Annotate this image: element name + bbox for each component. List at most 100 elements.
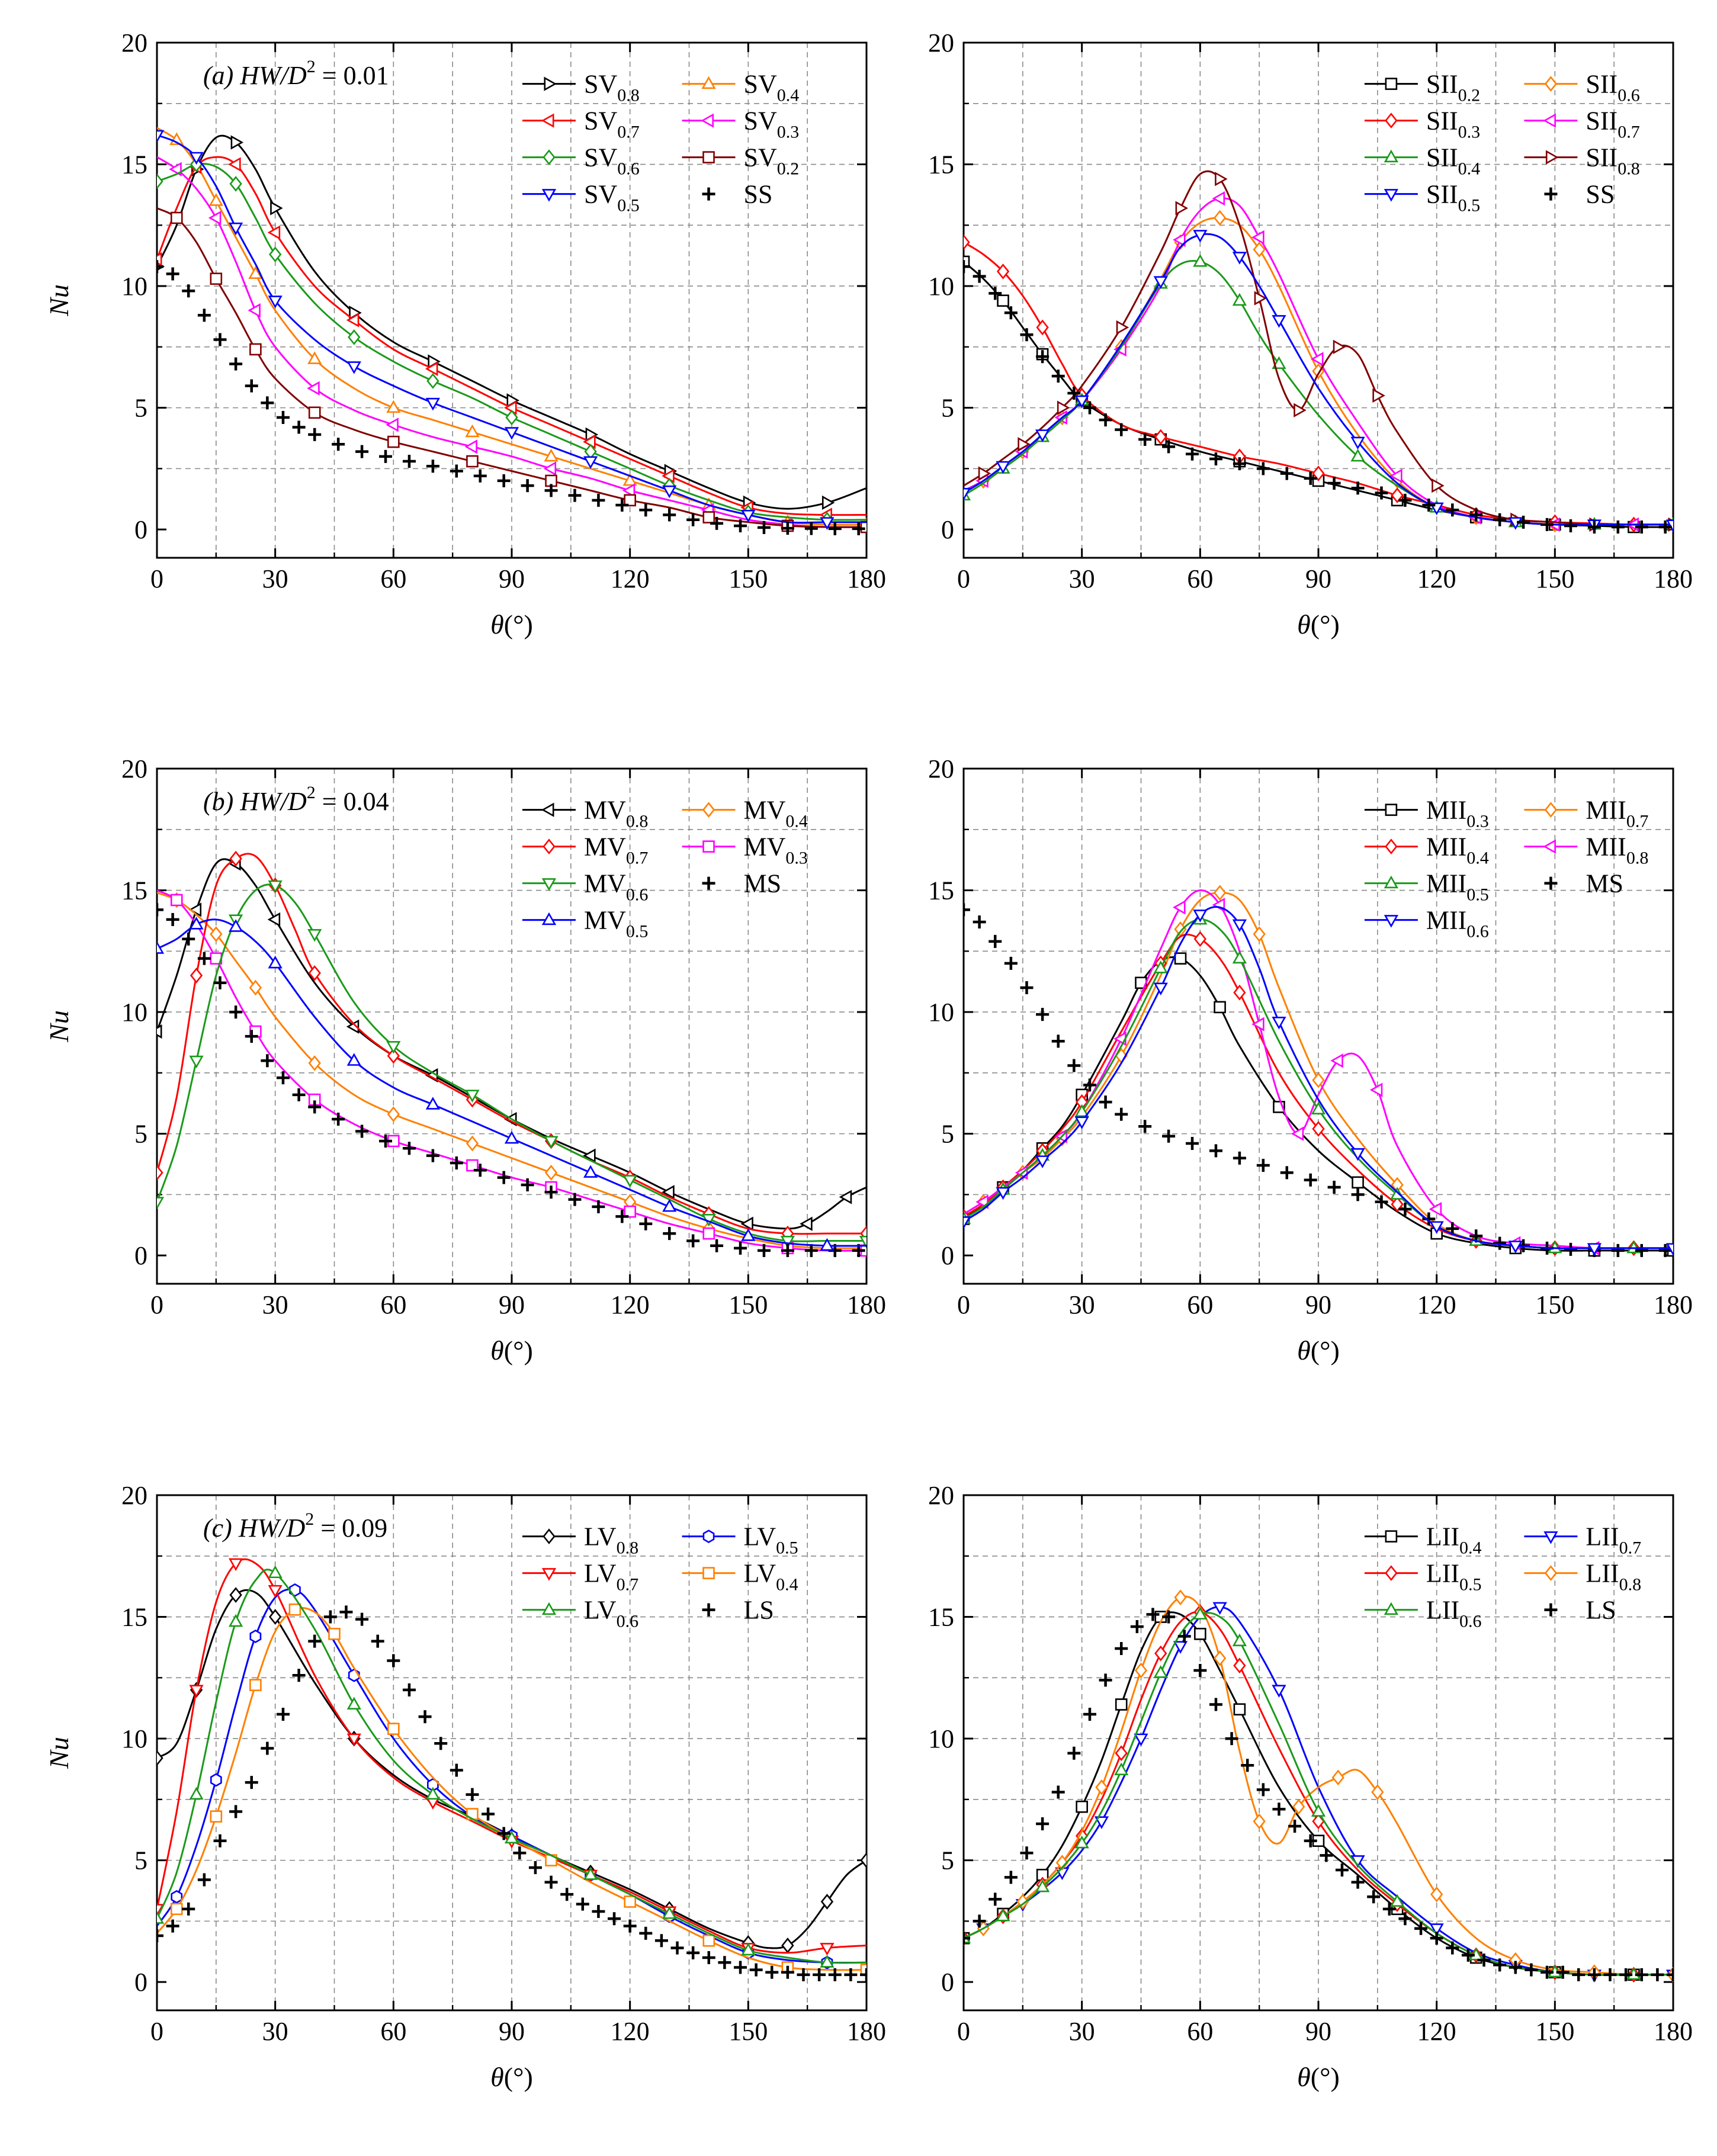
data-point — [592, 1200, 605, 1213]
data-point — [249, 979, 262, 996]
data-point — [269, 1609, 282, 1625]
data-point — [189, 917, 204, 930]
legend-label: MV0.7 — [584, 833, 648, 868]
data-point — [387, 1654, 400, 1667]
legend-item: SII0.4 — [1364, 143, 1480, 179]
series-LS — [964, 1608, 1673, 1981]
legend-label: SII0.3 — [1426, 107, 1480, 142]
data-point — [1099, 1673, 1112, 1687]
y-tick-label: 5 — [941, 1846, 954, 1875]
data-point — [267, 225, 281, 240]
legend-name: SII — [1426, 107, 1458, 136]
series-SII0.4 — [964, 253, 1673, 530]
legend-item: SII0.3 — [1364, 107, 1480, 142]
data-point — [734, 1961, 747, 1974]
legend-name: MS — [744, 869, 782, 898]
series-LII0.6 — [964, 1606, 1673, 1980]
data-point — [1430, 1886, 1443, 1903]
x-tick-label: 150 — [1535, 564, 1574, 593]
data-point — [229, 1587, 242, 1603]
data-point — [497, 474, 511, 487]
x-tick-label: 90 — [1305, 1290, 1331, 1319]
data-point — [1115, 1107, 1128, 1121]
data-point — [1057, 400, 1070, 415]
y-tick-label: 20 — [928, 754, 954, 783]
legend-item: MV0.7 — [522, 833, 648, 868]
data-point — [473, 1164, 487, 1177]
x-axis-label: θ(°) — [490, 1335, 533, 1365]
data-point — [1233, 457, 1246, 471]
data-point — [702, 1951, 715, 1965]
legend-name: MII — [1586, 833, 1626, 862]
data-point — [1099, 1095, 1112, 1109]
data-point — [1371, 1784, 1384, 1800]
data-point — [639, 503, 653, 517]
legend-item: MII0.7 — [1524, 796, 1648, 831]
legend-marker — [541, 802, 554, 817]
data-point — [386, 400, 401, 413]
data-point — [741, 509, 756, 523]
annotation-lhs: HW/D — [239, 61, 307, 90]
data-point — [521, 479, 534, 493]
data-point — [544, 448, 559, 462]
data-point — [1186, 447, 1199, 461]
data-point — [1036, 319, 1049, 336]
x-tick-label: 120 — [611, 2017, 650, 2046]
x-axis-label-symbol: θ — [1297, 2062, 1311, 2092]
data-point — [804, 1244, 818, 1257]
data-point — [268, 955, 283, 969]
data-point — [308, 428, 322, 441]
legend-label: LII0.8 — [1586, 1559, 1641, 1595]
legend-marker — [1384, 875, 1398, 889]
data-point — [765, 1965, 779, 1979]
legend-item: SV0.7 — [522, 107, 640, 142]
data-point — [1214, 1001, 1226, 1014]
legend-name: SII — [1586, 70, 1617, 99]
data-point — [1115, 1698, 1128, 1711]
data-point — [208, 193, 223, 206]
data-point — [804, 522, 818, 535]
data-point — [1311, 1101, 1326, 1115]
legend-subscript: 0.5 — [1458, 196, 1481, 216]
legend-subscript: 0.2 — [777, 159, 800, 179]
data-point — [1525, 1963, 1538, 1977]
legend-item: MV0.5 — [522, 906, 648, 942]
legend-subscript: 0.4 — [785, 812, 808, 831]
data-point — [1020, 1846, 1034, 1860]
data-point — [328, 1628, 341, 1640]
series-LII0.5 — [964, 1604, 1673, 1983]
data-point — [1469, 508, 1483, 522]
data-point — [1076, 1800, 1088, 1813]
series-LS — [157, 1605, 866, 1981]
data-point — [268, 1565, 283, 1579]
data-point — [1611, 1244, 1625, 1257]
legend-marker — [1543, 113, 1556, 128]
legend-subscript: 0.7 — [617, 123, 640, 142]
legend-marker — [702, 802, 715, 818]
data-point — [1292, 1798, 1305, 1815]
legend-label: MS — [744, 869, 782, 898]
data-point — [426, 373, 439, 389]
data-point — [740, 1216, 753, 1231]
x-tick-label: 30 — [1069, 2017, 1095, 2046]
legend-label: SV0.4 — [744, 70, 800, 105]
data-point — [1432, 478, 1445, 493]
legend-item: MII0.4 — [1364, 833, 1489, 868]
chart-panel-c-left: 0 30 60 90 120 150 180 0 5 10 15 20 θ(°) Nu (c) HW/D2 … — [44, 1481, 886, 2092]
legend-marker — [1385, 838, 1398, 854]
x-tick-label: 30 — [262, 2017, 288, 2046]
data-point — [1134, 1733, 1148, 1747]
legend-label: SII0.5 — [1426, 180, 1480, 216]
data-point — [1658, 1244, 1672, 1257]
data-point — [544, 484, 558, 497]
data-point — [1215, 172, 1228, 187]
data-point — [1477, 1953, 1491, 1967]
data-point — [1186, 1137, 1199, 1151]
legend-marker — [702, 840, 715, 853]
legend-item: SV0.6 — [522, 143, 640, 179]
y-tick-label: 0 — [941, 1968, 954, 1997]
data-point — [859, 1235, 866, 1249]
legend-marker — [1384, 149, 1398, 163]
